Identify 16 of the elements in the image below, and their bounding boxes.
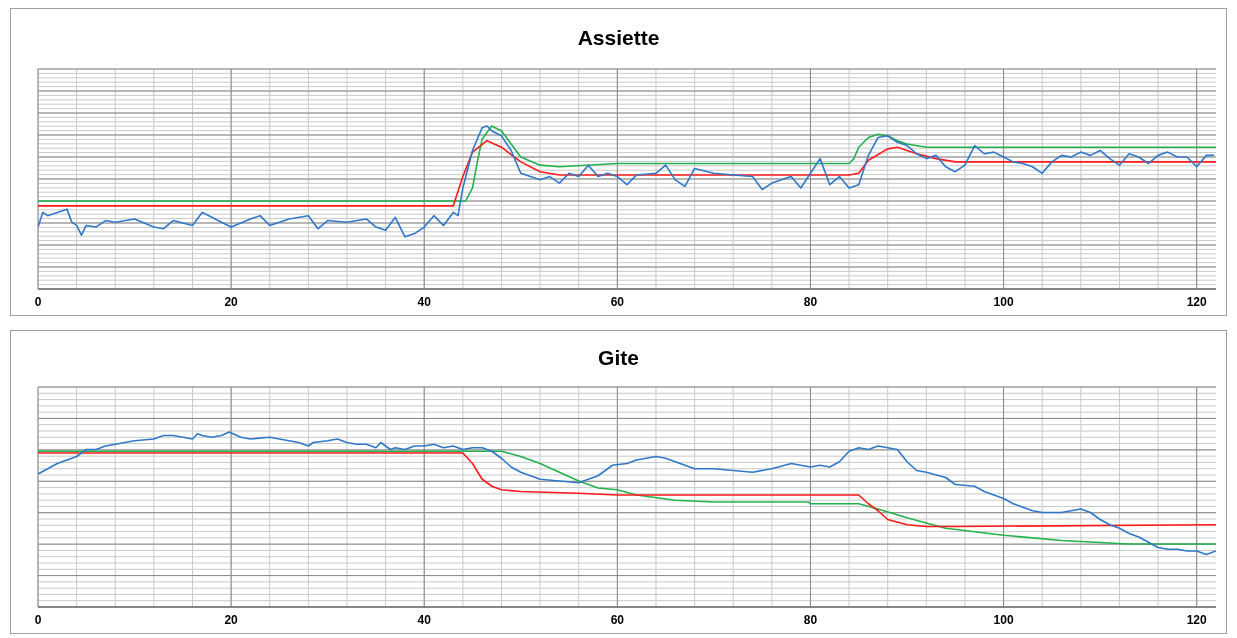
x-tick-label: 20: [224, 294, 239, 309]
x-tick-label: 40: [417, 612, 432, 627]
x-tick-label: 0: [34, 294, 42, 309]
x-tick-label: 80: [803, 612, 818, 627]
x-tick-label: 100: [993, 612, 1014, 627]
x-tick-label: 60: [610, 612, 625, 627]
x-tick-label: 20: [224, 612, 239, 627]
x-tick-label: 60: [610, 294, 625, 309]
x-tick-label: 0: [34, 612, 42, 627]
chart-title: Gite: [597, 345, 640, 371]
x-tick-label: 120: [1186, 294, 1208, 309]
x-tick-label: 80: [803, 294, 818, 309]
chart-title: Assiette: [576, 25, 661, 51]
x-tick-label: 40: [417, 294, 432, 309]
x-tick-label: 120: [1186, 612, 1208, 627]
x-tick-label: 100: [993, 294, 1014, 309]
